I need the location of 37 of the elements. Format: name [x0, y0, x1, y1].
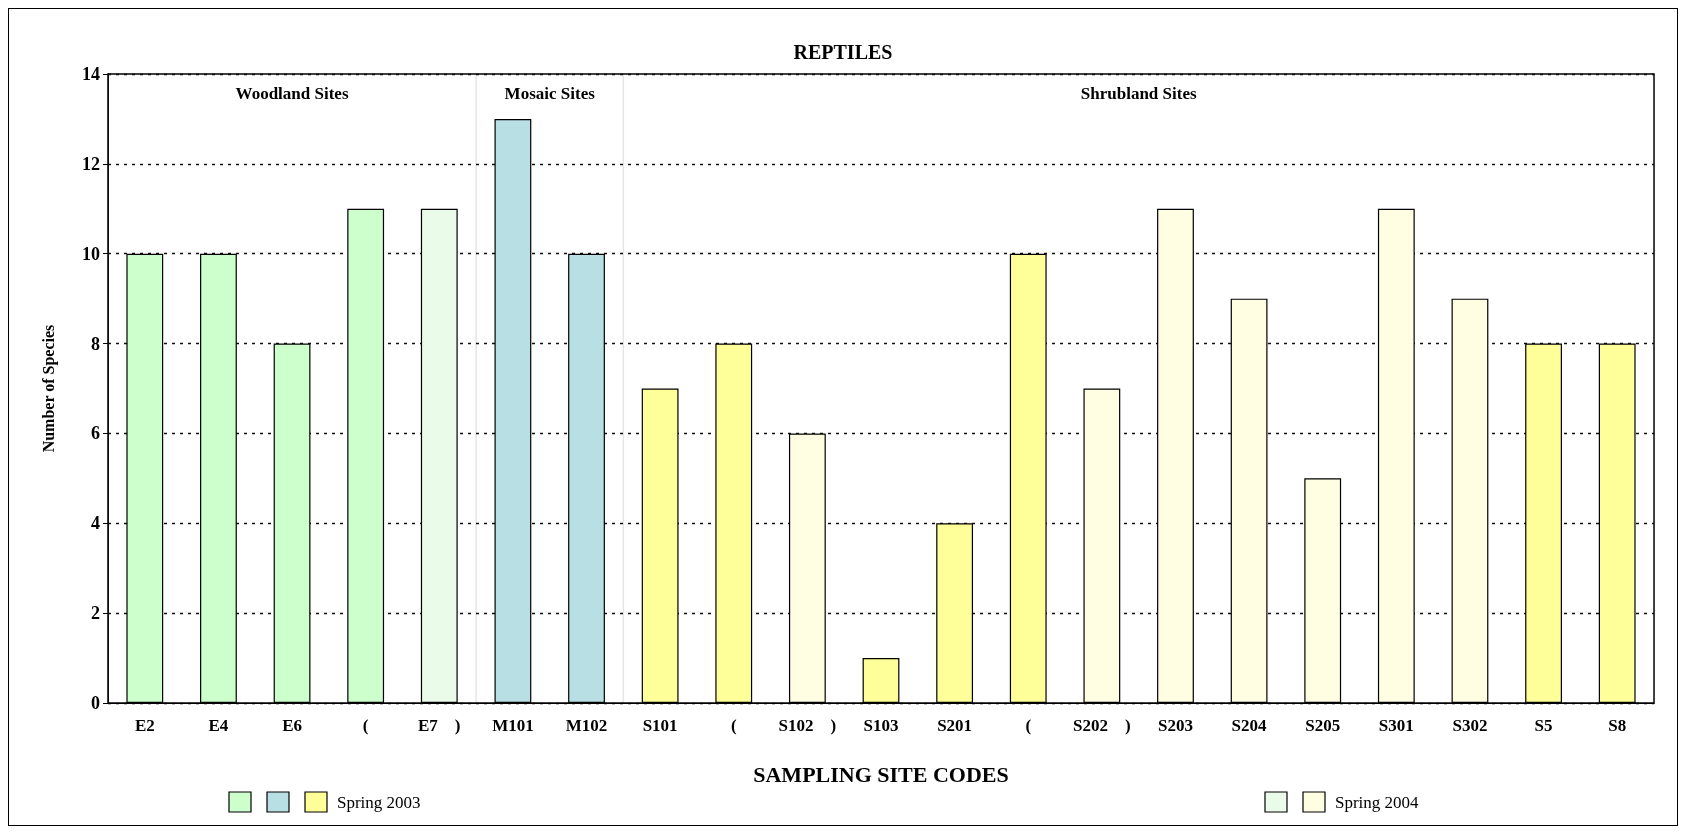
y-tick-label: 6 — [91, 423, 100, 444]
x-tick-label: S205 — [1305, 716, 1341, 735]
x-tick-label: E6 — [282, 716, 302, 735]
x-tick-label: M102 — [565, 716, 608, 735]
x-tick-label: S301 — [1378, 716, 1414, 735]
band-label: Mosaic Sites — [504, 84, 596, 104]
x-tick-label: E7 ) — [418, 716, 461, 735]
band-label: Woodland Sites — [235, 84, 349, 104]
x-tick-label: S103 — [863, 716, 899, 735]
y-tick-label: 8 — [91, 333, 100, 354]
x-tick-label: S202 ) — [1073, 716, 1131, 735]
x-tick-label: ( — [730, 716, 737, 735]
x-tick-label: E4 — [208, 716, 229, 735]
x-tick-label: E2 — [134, 716, 155, 735]
y-tick-label: 2 — [91, 603, 100, 624]
x-axis-title: SAMPLING SITE CODES — [753, 761, 1009, 787]
y-tick-label: 12 — [82, 153, 100, 174]
x-tick-label: S302 — [1452, 716, 1488, 735]
x-tick-label: S203 — [1157, 716, 1193, 735]
x-tick-label: S201 — [937, 716, 973, 735]
x-tick-label: S102 ) — [778, 716, 837, 735]
y-tick-label: 0 — [91, 693, 100, 713]
x-tick-label: S5 — [1534, 716, 1553, 735]
band-label: Shrubland Sites — [1080, 84, 1197, 104]
x-tick-label: M101 — [492, 716, 534, 735]
legend-label: Spring 2004 — [1335, 792, 1420, 812]
y-axis-title: Number of Species — [39, 324, 58, 453]
x-tick-label: S101 — [642, 716, 678, 735]
legend-label: Spring 2003 — [337, 792, 421, 812]
x-tick-label: S204 — [1231, 716, 1268, 735]
y-tick-label: 14 — [82, 64, 100, 84]
y-tick-label: 10 — [82, 243, 100, 264]
chart-title: REPTILES — [793, 41, 893, 63]
x-tick-label: ( — [1025, 716, 1032, 735]
y-tick-label: 4 — [91, 513, 100, 534]
x-tick-label: ( — [362, 716, 369, 735]
x-tick-label: S8 — [1608, 716, 1627, 735]
